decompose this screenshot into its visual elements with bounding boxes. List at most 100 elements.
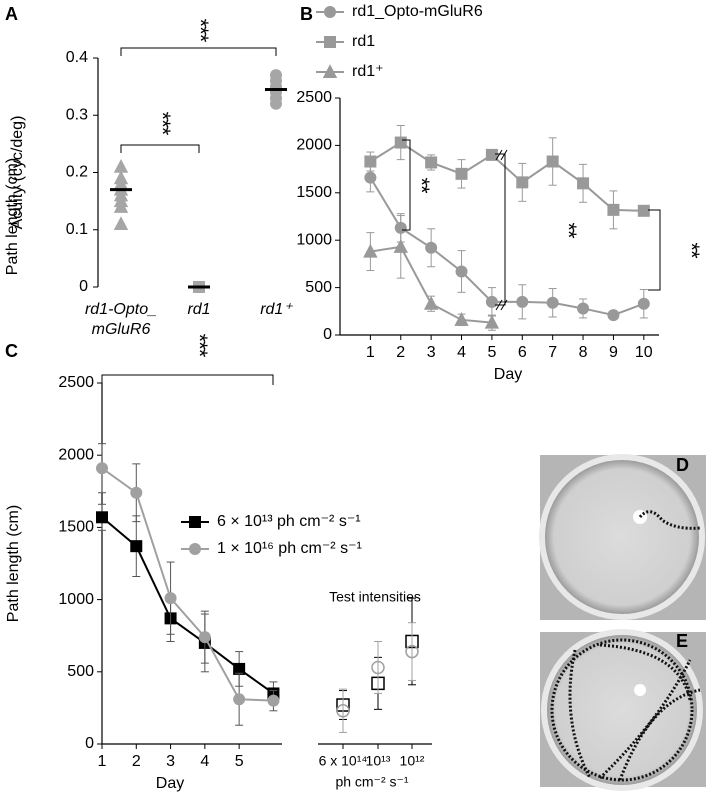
significance: *** <box>187 334 212 358</box>
marker <box>485 148 498 161</box>
significance: *** <box>150 112 175 136</box>
y-tick-label: 0.1 <box>66 221 88 238</box>
marker <box>189 516 201 528</box>
marker <box>233 662 246 675</box>
legend-label: rd1⁺ <box>352 63 384 80</box>
bracket <box>495 153 506 306</box>
marker <box>164 592 177 605</box>
x-tick-label: 2 <box>132 753 141 770</box>
y-tick-label: 0.3 <box>66 106 88 123</box>
y-tick-label: 0.2 <box>66 164 88 181</box>
marker <box>577 177 590 190</box>
y-tick-label: 2000 <box>296 137 332 154</box>
x-tick-label: 5 <box>235 753 244 770</box>
bracket <box>120 47 277 56</box>
x-axis-title: ph cm⁻² s⁻¹ <box>335 774 408 790</box>
panel-label: C <box>5 341 18 361</box>
y-axis-title: Path length (cm) <box>4 158 21 275</box>
marker <box>364 171 377 184</box>
y-tick-label: 1000 <box>296 231 332 248</box>
marker <box>394 136 407 149</box>
y-tick-label: 2000 <box>58 446 94 463</box>
marker <box>96 511 108 524</box>
marker <box>189 543 201 555</box>
significance: ** <box>556 222 581 239</box>
x-tick-label: rd1⁺ <box>260 301 292 318</box>
marker <box>637 297 650 310</box>
y-tick-label: 500 <box>305 279 332 296</box>
y-axis-title: Path length (cm) <box>5 505 22 622</box>
marker <box>336 704 350 718</box>
y-tick-label: 0 <box>79 278 88 295</box>
y-tick-label: 0 <box>85 735 94 752</box>
significance: ** <box>679 242 704 259</box>
marker <box>96 462 108 475</box>
legend-label: 1 × 10¹⁶ ph cm⁻² s⁻¹ <box>217 540 362 557</box>
marker <box>113 216 129 231</box>
x-tick-label: 1 <box>98 753 107 770</box>
y-tick-label: 1500 <box>58 519 94 536</box>
legend-label: 6 × 10¹³ ph cm⁻² s⁻¹ <box>217 513 361 530</box>
marker <box>607 203 620 216</box>
x-tick-label: 10¹² <box>400 753 425 769</box>
x-tick-label: 8 <box>579 344 588 361</box>
x-tick-label: 7 <box>548 344 557 361</box>
axis-break <box>495 149 508 311</box>
marker <box>546 296 559 309</box>
marker <box>198 631 211 644</box>
marker <box>423 295 439 310</box>
x-tick-label: 1 <box>366 344 375 361</box>
y-tick-label: 1500 <box>296 184 332 201</box>
bracket <box>120 144 200 153</box>
marker <box>363 243 378 258</box>
panel-label: B <box>300 4 313 24</box>
marker <box>425 241 438 254</box>
marker <box>516 176 529 189</box>
x-tick-label: 6 <box>518 344 527 361</box>
marker <box>637 204 650 217</box>
x-tick-label: 4 <box>457 344 466 361</box>
marker <box>130 540 143 553</box>
x-axis-title: Day <box>156 775 184 792</box>
panel-label: E <box>676 631 688 651</box>
marker <box>516 295 529 308</box>
x-tick-label: 6 x 10¹⁴ <box>319 753 368 769</box>
marker <box>405 644 419 659</box>
bracket <box>648 209 661 291</box>
y-axis-title: Acuity (cyc/deg) <box>9 116 26 230</box>
series-line <box>369 177 645 317</box>
marker <box>113 199 129 213</box>
x-tick-label: rd1-Opto_ mGluR6 <box>84 301 158 338</box>
marker <box>607 309 620 322</box>
legend-label: rd1_Opto-mGluR6 <box>352 3 483 20</box>
series-line <box>369 141 644 212</box>
x-tick-label: 10¹³ <box>366 753 391 769</box>
y-tick-label: 0 <box>323 326 332 343</box>
marker <box>484 314 500 329</box>
bracket <box>101 374 274 385</box>
marker <box>324 36 336 48</box>
panel-label: A <box>5 4 18 24</box>
bracket <box>402 139 411 231</box>
legend-label: rd1 <box>352 33 375 50</box>
marker <box>113 158 129 173</box>
marker <box>485 295 498 308</box>
x-axis-title: Day <box>494 366 522 383</box>
marker <box>393 239 408 253</box>
y-tick-label: 500 <box>67 663 94 680</box>
y-tick-label: 0.4 <box>66 49 88 66</box>
x-tick-label: rd1 <box>187 301 211 318</box>
marker <box>425 156 438 169</box>
y-tick-label: 1000 <box>58 591 94 608</box>
significance: ** <box>409 177 434 194</box>
y-tick-label: 2500 <box>58 374 94 391</box>
marker <box>454 312 469 326</box>
marker <box>371 660 385 675</box>
photo-e <box>540 629 706 791</box>
marker <box>130 486 143 499</box>
marker <box>364 155 377 168</box>
marker <box>322 64 338 78</box>
marker <box>455 167 468 180</box>
